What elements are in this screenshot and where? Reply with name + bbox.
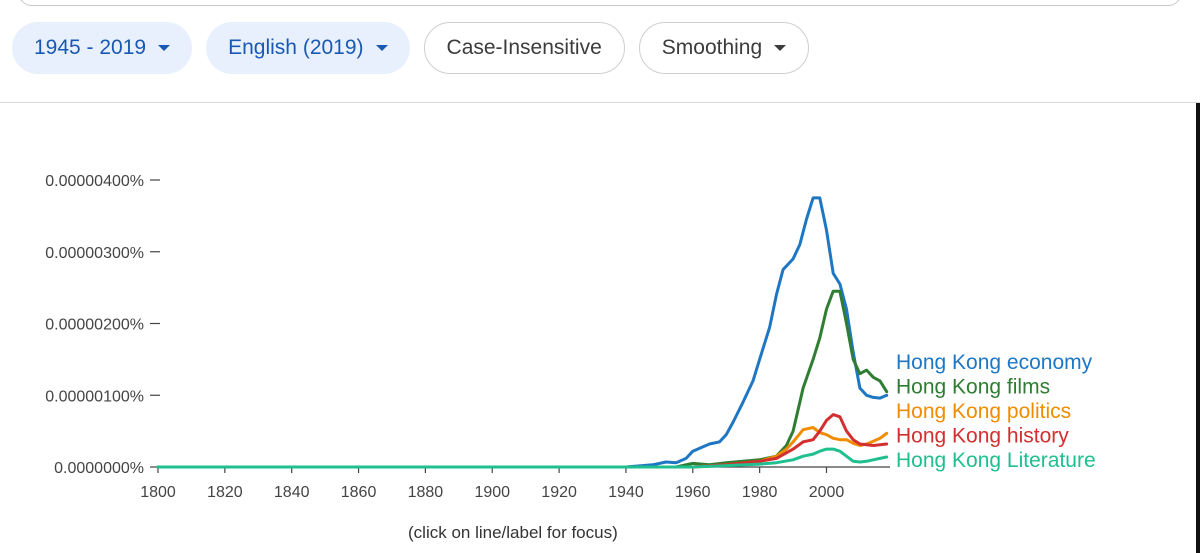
ngram-chart: 0.0000000% 0.00000100% 0.00000200% 0.000003…	[45, 173, 1096, 501]
toolbar-divider	[0, 102, 1200, 103]
x-tick-label: 1880	[408, 484, 444, 501]
x-tick-label: 1960	[675, 484, 711, 501]
legend-label-hong-kong-history[interactable]: Hong Kong history	[896, 425, 1069, 448]
series-line-hong-kong-films[interactable]	[156, 289, 889, 469]
smoothing-label: Smoothing	[661, 36, 763, 59]
series-line-hong-kong-history[interactable]	[156, 413, 889, 469]
smoothing-dropdown[interactable]: Smoothing	[638, 22, 810, 74]
y-tick-label: 0.00000400%	[45, 173, 144, 190]
x-tick-label: 1980	[742, 484, 778, 501]
x-tick-label: 1820	[207, 484, 243, 501]
legend-label-hong-kong-films[interactable]: Hong Kong films	[896, 376, 1050, 399]
series-lines	[156, 196, 889, 469]
legend-label-hong-kong-politics[interactable]: Hong Kong politics	[896, 400, 1071, 423]
y-tick-label: 0.00000300%	[45, 245, 144, 262]
series-line-hong-kong-economy[interactable]	[156, 196, 889, 469]
x-tick-label: 2000	[809, 484, 845, 501]
x-tick-label: 1900	[474, 484, 510, 501]
year-range-label: 1945 - 2019	[34, 36, 147, 59]
x-tick-label: 1840	[274, 484, 310, 501]
legend-label-hong-kong-economy[interactable]: Hong Kong economy	[896, 351, 1093, 374]
x-tick-label: 1800	[140, 484, 176, 501]
axes: 0.0000000% 0.00000100% 0.00000200% 0.000003…	[45, 173, 890, 501]
y-tick-label: 0.00000100%	[45, 388, 144, 405]
x-tick-label: 1860	[341, 484, 377, 501]
chevron-down-icon	[158, 45, 171, 51]
toolbar: 1945 - 2019 English (2019) Case-Insensit…	[12, 22, 810, 76]
case-label: Case-Insensitive	[446, 36, 602, 59]
year-range-dropdown[interactable]: 1945 - 2019	[12, 22, 193, 74]
window-edge	[1196, 103, 1200, 553]
focus-hint: (click on line/label for focus)	[408, 523, 618, 542]
y-tick-label: 0.00000200%	[45, 317, 144, 334]
x-tick-label: 1940	[608, 484, 644, 501]
chevron-down-icon	[774, 45, 787, 51]
chevron-down-icon	[375, 45, 388, 51]
x-tick-label: 1920	[541, 484, 577, 501]
legend-label-hong-kong-literature[interactable]: Hong Kong Literature	[896, 449, 1096, 472]
corpus-dropdown[interactable]: English (2019)	[206, 22, 410, 74]
series-line-hong-kong-literature[interactable]	[156, 447, 889, 469]
corpus-label: English (2019)	[228, 36, 364, 59]
case-insensitive-toggle[interactable]: Case-Insensitive	[423, 22, 625, 74]
y-tick-label: 0.0000000%	[54, 460, 144, 477]
